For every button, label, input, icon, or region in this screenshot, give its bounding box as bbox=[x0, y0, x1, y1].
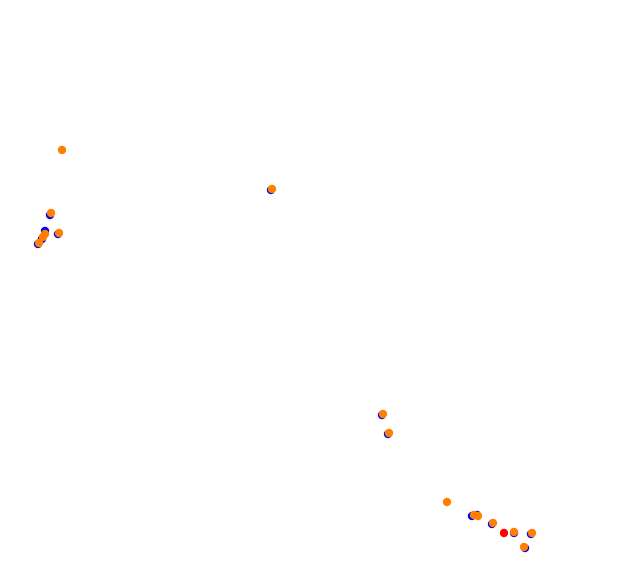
data-point bbox=[527, 528, 537, 538]
series-0 bbox=[33, 185, 536, 553]
series-1 bbox=[499, 528, 509, 538]
data-point bbox=[509, 527, 519, 537]
data-point bbox=[442, 497, 452, 507]
data-point bbox=[499, 528, 509, 538]
series-2 bbox=[34, 145, 537, 552]
data-point bbox=[488, 518, 498, 528]
data-point bbox=[34, 238, 44, 248]
data-point bbox=[54, 228, 64, 238]
data-point bbox=[384, 428, 394, 438]
data-point bbox=[38, 232, 48, 242]
data-point bbox=[378, 409, 388, 419]
data-point bbox=[57, 145, 67, 155]
data-point bbox=[267, 184, 277, 194]
data-point bbox=[519, 542, 529, 552]
data-point bbox=[46, 208, 56, 218]
data-point bbox=[473, 511, 483, 521]
